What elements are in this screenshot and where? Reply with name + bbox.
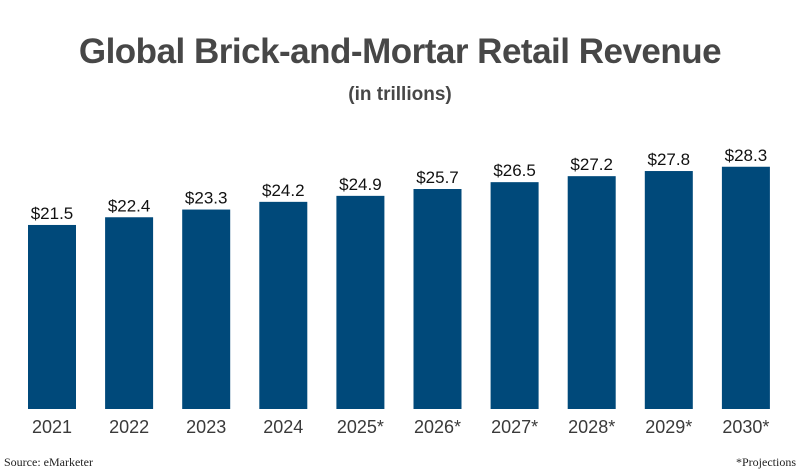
data-label: $25.7: [416, 168, 459, 187]
x-tick-label: 2022: [109, 417, 149, 437]
data-label: $24.2: [262, 181, 305, 200]
x-tick-label: 2029*: [645, 417, 692, 437]
bar-2024: [259, 201, 308, 409]
x-tick-label: 2023: [186, 417, 226, 437]
x-tick-label: 2027*: [491, 417, 538, 437]
bar-2022: [105, 217, 154, 409]
chart-title: Global Brick-and-Mortar Retail Revenue: [78, 32, 722, 71]
data-label: $28.3: [725, 146, 768, 165]
data-label: $23.3: [185, 189, 228, 208]
chart-subtitle: (in trillions): [348, 84, 452, 105]
x-tick-label: 2021: [32, 417, 72, 437]
data-label: $27.2: [570, 155, 613, 174]
bar-2023: [182, 209, 231, 409]
data-label: $27.8: [648, 150, 691, 169]
data-label: $21.5: [31, 204, 74, 223]
bar-2029: [644, 171, 693, 409]
data-label: $24.9: [339, 175, 382, 194]
bar-2027: [490, 182, 539, 409]
bar-2026: [413, 189, 462, 409]
bar-2030: [721, 166, 770, 409]
projections-note: *Projections: [736, 455, 796, 469]
x-tick-label: 2030*: [722, 417, 769, 437]
x-tick-label: 2025*: [337, 417, 384, 437]
bar-2025: [336, 195, 385, 409]
bar-2028: [567, 176, 616, 409]
x-tick-label: 2028*: [568, 417, 615, 437]
bar-2021: [28, 224, 76, 409]
source-note: Source: eMarketer: [4, 455, 93, 469]
data-label: $22.4: [108, 196, 151, 215]
data-label: $26.5: [493, 161, 536, 180]
x-tick-label: 2024: [263, 417, 303, 437]
x-tick-label: 2026*: [414, 417, 461, 437]
